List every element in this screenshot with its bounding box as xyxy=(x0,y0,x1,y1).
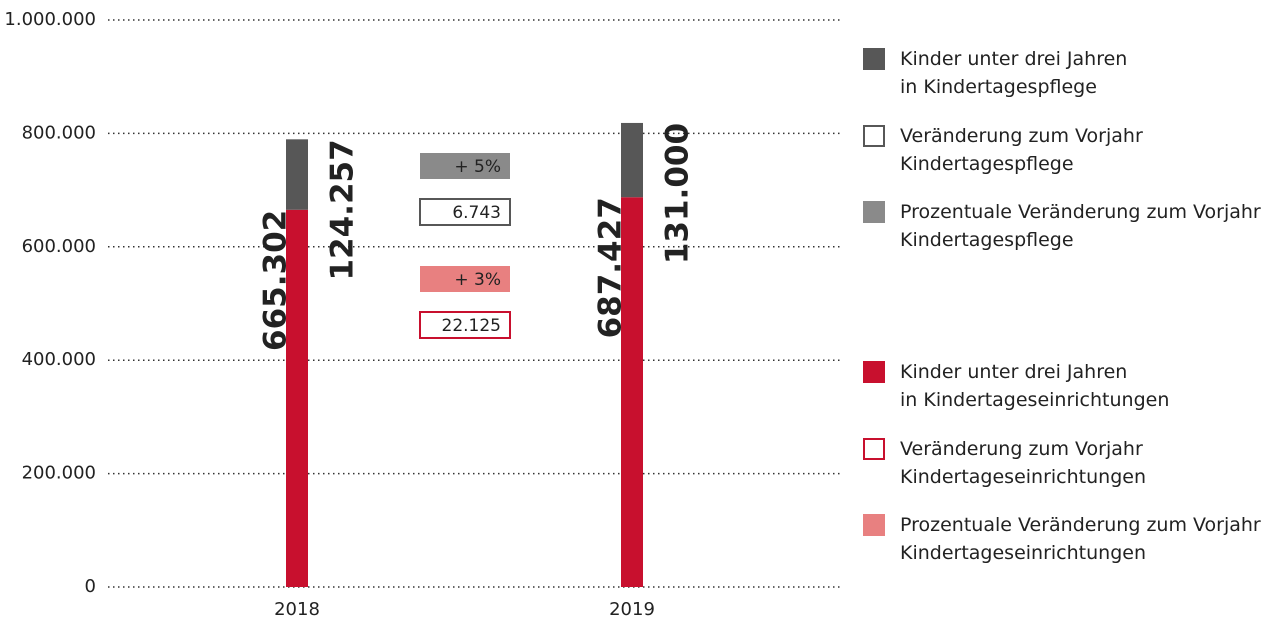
change-label: 6.743 xyxy=(452,203,501,223)
change-label: + 5% xyxy=(454,157,501,177)
legend-swatch xyxy=(863,201,885,223)
x-tick-label: 2018 xyxy=(274,599,320,620)
y-tick-label: 1.000.000 xyxy=(4,9,96,30)
bar-segment xyxy=(286,209,308,587)
value-label: 665.302 xyxy=(258,210,294,351)
legend-swatch xyxy=(863,125,885,147)
legend-label: Prozentuale Veränderung zum Vorjahr Kind… xyxy=(900,514,1261,564)
bar-segment xyxy=(621,197,643,588)
y-tick-label: 0 xyxy=(85,576,96,597)
value-label: 131.000 xyxy=(660,123,696,264)
legend-swatch xyxy=(863,514,885,536)
legend-swatch xyxy=(863,361,885,383)
legend-label: Prozentuale Veränderung zum Vorjahr Kind… xyxy=(900,201,1261,251)
value-label: 124.257 xyxy=(325,139,361,280)
legend-label: Kinder unter drei Jahren in Kindertagesp… xyxy=(900,48,1128,98)
bar-segment xyxy=(621,122,643,198)
y-tick-label: 800.000 xyxy=(22,122,96,143)
change-box xyxy=(420,153,510,179)
bar-segment xyxy=(286,139,308,210)
legend-swatch xyxy=(863,438,885,460)
change-box xyxy=(419,311,511,339)
change-box xyxy=(420,266,510,292)
value-label: 687.427 xyxy=(593,197,629,338)
change-box xyxy=(419,198,511,226)
y-tick-label: 600.000 xyxy=(22,236,96,257)
legend-label: Veränderung zum Vorjahr Kindertagespfleg… xyxy=(900,125,1143,175)
legend-label: Veränderung zum Vorjahr Kindertageseinri… xyxy=(900,438,1146,488)
y-tick-label: 200.000 xyxy=(22,463,96,484)
change-label: + 3% xyxy=(454,270,501,290)
legend-label: Kinder unter drei Jahren in Kindertagese… xyxy=(900,361,1170,411)
legend-swatch xyxy=(863,48,885,70)
y-tick-label: 400.000 xyxy=(22,349,96,370)
x-tick-label: 2019 xyxy=(609,599,655,620)
change-label: 22.125 xyxy=(442,316,501,336)
